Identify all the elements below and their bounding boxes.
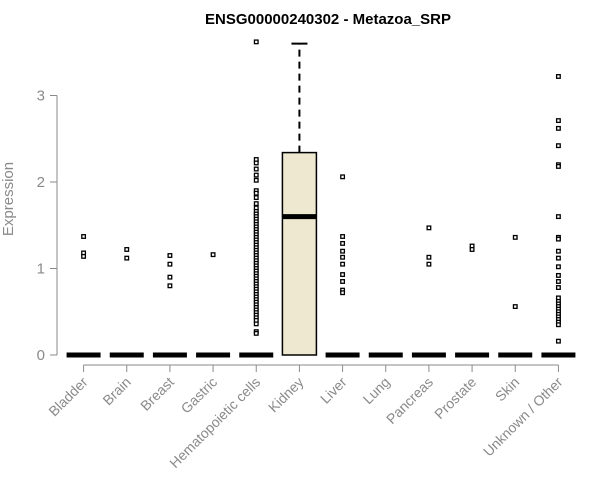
outlier-point (167, 274, 173, 280)
outlier-point (253, 321, 259, 327)
outlier-point (81, 253, 87, 259)
box-group-0 (66, 234, 101, 358)
outlier-point (253, 177, 259, 183)
outlier-point (426, 261, 432, 267)
outlier-point (253, 160, 259, 166)
outlier-point (340, 248, 346, 254)
box-group-4 (239, 39, 274, 358)
box-group-11 (541, 74, 576, 358)
x-tick-label: Skin (492, 374, 523, 405)
outlier-point (340, 290, 346, 296)
y-tick-label: 3 (37, 88, 45, 105)
outlier-point (555, 322, 561, 328)
box-iqr (281, 151, 318, 356)
x-tick-label: Unknown / Other (480, 374, 566, 460)
outlier-point (555, 74, 561, 79)
x-tick-label: Prostate (431, 374, 479, 422)
x-tick-label: Kidney (265, 374, 307, 416)
box-group-6 (325, 174, 360, 358)
y-axis: 0 1 2 3 (37, 88, 58, 364)
outlier-point (555, 338, 561, 344)
outlier-point (253, 172, 259, 178)
outlier-point (253, 195, 259, 201)
x-tick-label: Breast (137, 374, 177, 414)
box-group-9 (455, 243, 490, 358)
outlier-point (555, 236, 561, 242)
outlier-point (555, 255, 561, 261)
outlier-point (555, 163, 561, 169)
x-tick-label: Liver (317, 374, 350, 407)
outlier-point (253, 330, 259, 336)
outlier-point (340, 279, 346, 284)
x-tick-label: Bladder (45, 374, 91, 420)
box-group-3 (196, 252, 231, 358)
plot-area (66, 39, 576, 358)
outlier-point (340, 261, 346, 267)
chart-title: ENSG00000240302 - Metazoa_SRP (205, 11, 451, 28)
outlier-point (340, 272, 346, 278)
outlier-point (340, 174, 346, 180)
outlier-point (512, 234, 518, 240)
x-tick-label: Gastric (178, 374, 221, 417)
outlier-point (253, 201, 259, 207)
outlier-point (167, 261, 173, 267)
x-tick-label: Pancreas (383, 374, 436, 427)
outlier-point (469, 247, 475, 252)
outlier-point (253, 166, 259, 172)
y-tick-label: 1 (37, 261, 45, 278)
outlier-point (124, 255, 130, 261)
outlier-point (167, 283, 173, 289)
outlier-point (253, 39, 259, 45)
outlier-point (81, 234, 87, 239)
outlier-point (426, 225, 432, 231)
y-axis-label: Expression (0, 162, 17, 236)
box-group-8 (411, 225, 446, 358)
outlier-point (210, 252, 216, 258)
x-tick-label: Lung (360, 374, 393, 407)
outlier-point (340, 234, 346, 239)
outlier-point (124, 247, 130, 252)
outlier-point (555, 248, 561, 254)
box-group-10 (498, 234, 533, 358)
outlier-point (512, 304, 518, 310)
outlier-point (253, 190, 259, 196)
x-tick-label: Brain (99, 374, 133, 408)
y-tick-label: 0 (37, 347, 45, 364)
outlier-point (555, 264, 561, 270)
outlier-point (555, 279, 561, 284)
outlier-point (555, 272, 561, 278)
outlier-point (167, 253, 173, 258)
box-group-1 (109, 247, 144, 358)
box-group-2 (152, 253, 187, 358)
outlier-point (555, 125, 561, 131)
outlier-point (555, 285, 561, 290)
outlier-point (555, 118, 561, 124)
outlier-point (340, 254, 346, 260)
y-tick-label: 2 (37, 174, 45, 191)
outlier-point (426, 254, 432, 260)
outlier-point (555, 214, 561, 220)
box-group-5 (281, 42, 318, 356)
outlier-point (340, 240, 346, 246)
outlier-point (555, 143, 561, 149)
